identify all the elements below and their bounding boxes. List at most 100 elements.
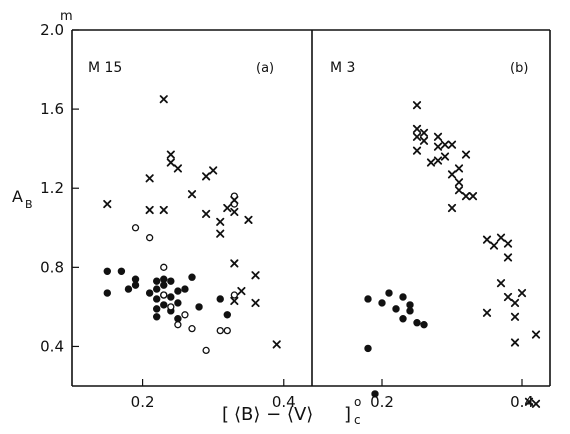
panel-b-cross-point bbox=[412, 124, 422, 133]
cross-stroke bbox=[412, 124, 422, 133]
panel-a-filled-circle-point bbox=[223, 311, 231, 319]
panel-b-name: M 3 bbox=[330, 60, 355, 76]
cross-stroke bbox=[531, 330, 541, 339]
cross-stroke bbox=[159, 95, 168, 104]
panel-a-filled-circle-point bbox=[153, 305, 161, 313]
cross-stroke bbox=[510, 312, 520, 321]
panel-b-filled-circle-point bbox=[406, 307, 414, 315]
panel-b-filled-circle-point bbox=[364, 295, 372, 303]
cross-stroke bbox=[503, 292, 513, 302]
data-points bbox=[103, 95, 541, 408]
y-tick-label: 2.0 bbox=[40, 21, 64, 39]
panel-a-filled-circle-point bbox=[188, 273, 196, 281]
cross-stroke bbox=[482, 235, 492, 244]
cross-stroke bbox=[166, 150, 175, 159]
cross-stroke bbox=[187, 190, 197, 199]
y-axis-label-subscript: B bbox=[25, 198, 33, 211]
panel-a-open-circle-point bbox=[174, 321, 182, 329]
panel-a-filled-circle-point bbox=[181, 285, 189, 293]
panel-b-cross-point bbox=[531, 399, 541, 408]
panel-b-cross-point bbox=[461, 150, 471, 159]
panel-a-filled-circle-point bbox=[160, 281, 168, 289]
cross-stroke bbox=[166, 158, 175, 167]
y-axis-label: A bbox=[12, 187, 23, 206]
cross-stroke bbox=[447, 140, 457, 149]
cross-stroke bbox=[145, 174, 154, 183]
cross-stroke bbox=[103, 199, 112, 209]
panel-b-filled-circle-point bbox=[413, 319, 421, 327]
panel-a-filled-circle-point bbox=[153, 277, 161, 285]
cross-stroke bbox=[159, 205, 168, 215]
panel-b-cross-point bbox=[482, 235, 492, 244]
panel-b-cross-point bbox=[503, 253, 513, 262]
y-tick-label: 1.2 bbox=[40, 179, 64, 197]
panel-a-cross-point bbox=[145, 205, 154, 215]
panel-b-cross-point bbox=[503, 292, 513, 302]
panel-a-cross-point bbox=[187, 190, 197, 199]
x-axis-label-open-bracket: [ bbox=[222, 404, 229, 425]
panel-b-x-tick-label: 0.2 bbox=[370, 393, 394, 411]
panel-b-cross-point bbox=[433, 132, 443, 141]
panel-b-filled-circle-point bbox=[385, 289, 393, 297]
panel-a-filled-circle-point bbox=[216, 295, 224, 303]
cross-stroke bbox=[419, 136, 429, 145]
panel-b-cross-point bbox=[461, 192, 471, 201]
panel-a-filled-circle-point bbox=[195, 303, 203, 311]
cross-stroke bbox=[433, 142, 443, 151]
panel-a-tag: (a) bbox=[256, 61, 274, 76]
y-tick-label: 0.4 bbox=[40, 337, 64, 355]
cross-stroke bbox=[433, 132, 443, 141]
panel-a-cross-point bbox=[159, 205, 168, 215]
panel-a-cross-point bbox=[145, 174, 154, 183]
cross-stroke bbox=[447, 170, 457, 179]
panel-a-open-circle-point bbox=[202, 346, 210, 355]
cross-stroke bbox=[496, 279, 506, 288]
cross-stroke bbox=[454, 186, 464, 195]
panel-a-open-circle-point bbox=[223, 326, 231, 335]
panel-b-cross-point bbox=[489, 241, 499, 250]
cross-stroke bbox=[216, 229, 225, 238]
panel-b-cross-point bbox=[517, 288, 527, 298]
panel-a-cross-point bbox=[272, 340, 281, 349]
panel-a-filled-circle-point bbox=[153, 313, 161, 321]
cross-stroke bbox=[426, 158, 436, 167]
cross-stroke bbox=[202, 209, 211, 219]
panel-b-cross-point bbox=[454, 178, 464, 187]
x-axis-label-superscript: o bbox=[354, 395, 361, 409]
panel-a-filled-circle-point bbox=[124, 285, 133, 293]
panel-a-filled-circle-point bbox=[174, 299, 182, 307]
panel-b-cross-point bbox=[447, 203, 457, 213]
cross-stroke bbox=[230, 296, 239, 306]
panel-a-open-circle-point bbox=[188, 324, 196, 333]
panel-b-cross-point bbox=[524, 397, 534, 406]
panel-b-filled-circle-point bbox=[371, 390, 379, 398]
panel-a-cross-point bbox=[103, 199, 112, 209]
panel-a-x-tick-label: 0.2 bbox=[131, 393, 155, 411]
cross-stroke bbox=[244, 215, 253, 224]
panel-b-cross-point bbox=[482, 308, 492, 317]
x-axis-label: [ ⟨B⟩ − ⟨V⟩ ] o c bbox=[222, 395, 361, 427]
cross-stroke bbox=[440, 140, 450, 149]
panel-a-filled-circle-point bbox=[167, 277, 175, 285]
panel-b-filled-circle-point bbox=[399, 293, 407, 301]
panel-a-cross-point bbox=[230, 259, 239, 268]
panel-b-cross-point bbox=[440, 140, 450, 149]
cross-stroke bbox=[173, 164, 182, 173]
cross-stroke bbox=[454, 178, 464, 187]
panel-a-open-circle-point bbox=[181, 311, 189, 319]
cross-stroke bbox=[216, 217, 225, 226]
panel-a-filled-circle-point bbox=[103, 267, 111, 275]
cross-stroke bbox=[412, 132, 422, 141]
panel-a-filled-circle-point bbox=[117, 267, 126, 275]
panel-b-tag: (b) bbox=[510, 61, 528, 76]
panel-b-cross-point bbox=[510, 338, 520, 347]
panel-a-filled-circle-point bbox=[160, 301, 168, 309]
panel-a-open-circle-point bbox=[160, 291, 168, 299]
cross-stroke bbox=[447, 203, 457, 213]
panel-a-cross-point bbox=[230, 207, 239, 217]
panel-a-filled-circle-point bbox=[167, 293, 175, 301]
panel-b-cross-point bbox=[454, 186, 464, 195]
panel-a-cross-point bbox=[202, 209, 211, 219]
cross-stroke bbox=[482, 308, 492, 317]
cross-stroke bbox=[503, 239, 513, 248]
